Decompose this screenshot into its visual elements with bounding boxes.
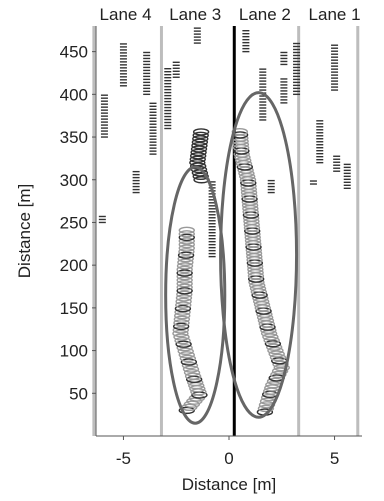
- y-tick-label: 250: [60, 213, 88, 232]
- trajectory-marker: [177, 347, 194, 355]
- trajectory-marker: [271, 367, 289, 375]
- y-tick-label: 150: [60, 299, 88, 318]
- trajectory-marker: [176, 287, 193, 295]
- trajectory-marker: [264, 340, 282, 348]
- trajectory-marker: [178, 226, 195, 234]
- trajectory-marker: [192, 128, 210, 136]
- trajectory-marker: [191, 141, 208, 150]
- trajectory-marker: [268, 350, 285, 358]
- lane-label: Lane 3: [169, 5, 221, 24]
- trajectory-marker: [174, 308, 191, 316]
- ellipses-layer: [164, 91, 299, 425]
- trajectory-marker: [182, 365, 200, 373]
- trajectory-marker: [257, 404, 275, 413]
- x-axis-label: Distance [m]: [182, 475, 276, 494]
- trajectory-marker: [172, 329, 189, 338]
- trajectory-marker: [189, 158, 206, 167]
- trajectory-marker: [273, 363, 290, 372]
- lane-label: Lane 2: [239, 5, 291, 24]
- y-tick-label: 200: [60, 256, 88, 275]
- trajectory-marker: [262, 333, 279, 341]
- trajectory-marker: [178, 406, 195, 415]
- trajectory-marker: [178, 237, 195, 245]
- trajectory-marker: [181, 361, 199, 370]
- trajectory-marker: [174, 304, 192, 313]
- trajectory-marker: [178, 233, 195, 242]
- lane-boundaries-layer: [92, 26, 360, 436]
- trajectory-marker: [184, 372, 202, 380]
- trajectory-marker: [270, 370, 287, 379]
- trajectory-marker: [175, 301, 192, 309]
- trajectory-marker: [269, 353, 287, 362]
- y-tick-label: 400: [60, 85, 88, 104]
- trajectory-marker: [192, 135, 209, 143]
- trajectory-marker: [263, 336, 280, 345]
- x-tick-label: -5: [116, 449, 131, 468]
- trajectory-marker: [265, 343, 283, 351]
- trajectory-marker: [192, 131, 209, 140]
- trajectory-marker: [172, 322, 190, 331]
- trajectory-markers-layer: [172, 128, 290, 416]
- y-tick-label: 350: [60, 128, 88, 147]
- x-tick-label: 0: [224, 449, 233, 468]
- trajectory-marker: [174, 312, 191, 320]
- highlight-ellipse: [219, 91, 299, 419]
- lane-label: Lane 4: [100, 5, 152, 24]
- trajectory-marker: [173, 333, 190, 341]
- trajectory-marker: [175, 294, 193, 302]
- trajectory-marker: [178, 230, 195, 238]
- y-tick-label: 300: [60, 171, 88, 190]
- trajectory-marker: [191, 138, 209, 146]
- trajectory-marker: [183, 368, 201, 377]
- y-tick-label: 450: [60, 43, 88, 62]
- highlight-ellipse: [164, 165, 227, 425]
- trajectory-marker: [176, 265, 193, 274]
- trajectory-marker: [178, 351, 195, 359]
- y-tick-label: 100: [60, 342, 88, 361]
- trajectory-marker: [177, 255, 194, 263]
- trajectory-marker: [176, 344, 193, 352]
- trajectory-marker: [173, 319, 190, 327]
- trajectory-marker: [176, 276, 193, 284]
- trajectory-marker: [190, 148, 207, 157]
- lane-label: Lane 1: [309, 5, 361, 24]
- x-tick-label: 5: [330, 449, 339, 468]
- trajectory-marker: [179, 354, 197, 363]
- trajectory-marker: [176, 272, 193, 281]
- trajectory-marker: [186, 397, 203, 405]
- trajectory-marker: [176, 283, 193, 291]
- trajectory-marker: [189, 152, 207, 160]
- trajectory-marker: [180, 358, 198, 366]
- trajectory-marker: [173, 315, 191, 323]
- trajectory-marker: [189, 155, 206, 163]
- trajectory-marker: [176, 262, 194, 270]
- trajectory-marker: [172, 326, 189, 334]
- trajectory-marker: [176, 290, 193, 299]
- trajectory-marker: [176, 269, 193, 277]
- trajectory-marker: [178, 247, 195, 256]
- axes-layer: 50 100 150 200 250 300 350 400 450 -5 0 5: [60, 26, 362, 468]
- trajectory-marker: [185, 375, 203, 384]
- trajectory-marker: [175, 297, 192, 306]
- y-axis-label: Distance [m]: [15, 184, 34, 278]
- trajectory-marker: [176, 279, 193, 288]
- trajectory-marker: [183, 400, 201, 408]
- trajectory-marker: [178, 240, 195, 249]
- trajectory-marker: [175, 340, 192, 348]
- dash-tracks-layer: [98, 27, 351, 258]
- trajectory-marker: [177, 251, 195, 259]
- labels-layer: Distance [m] Distance [m] Lane 4 Lane 3 Lane…: [15, 5, 361, 494]
- trajectory-marker: [190, 145, 208, 153]
- trajectory-marker: [267, 346, 284, 355]
- trajectory-marker: [174, 336, 191, 345]
- trajectory-marker: [178, 244, 195, 252]
- trajectory-marker: [177, 258, 194, 267]
- y-tick-label: 50: [69, 384, 88, 403]
